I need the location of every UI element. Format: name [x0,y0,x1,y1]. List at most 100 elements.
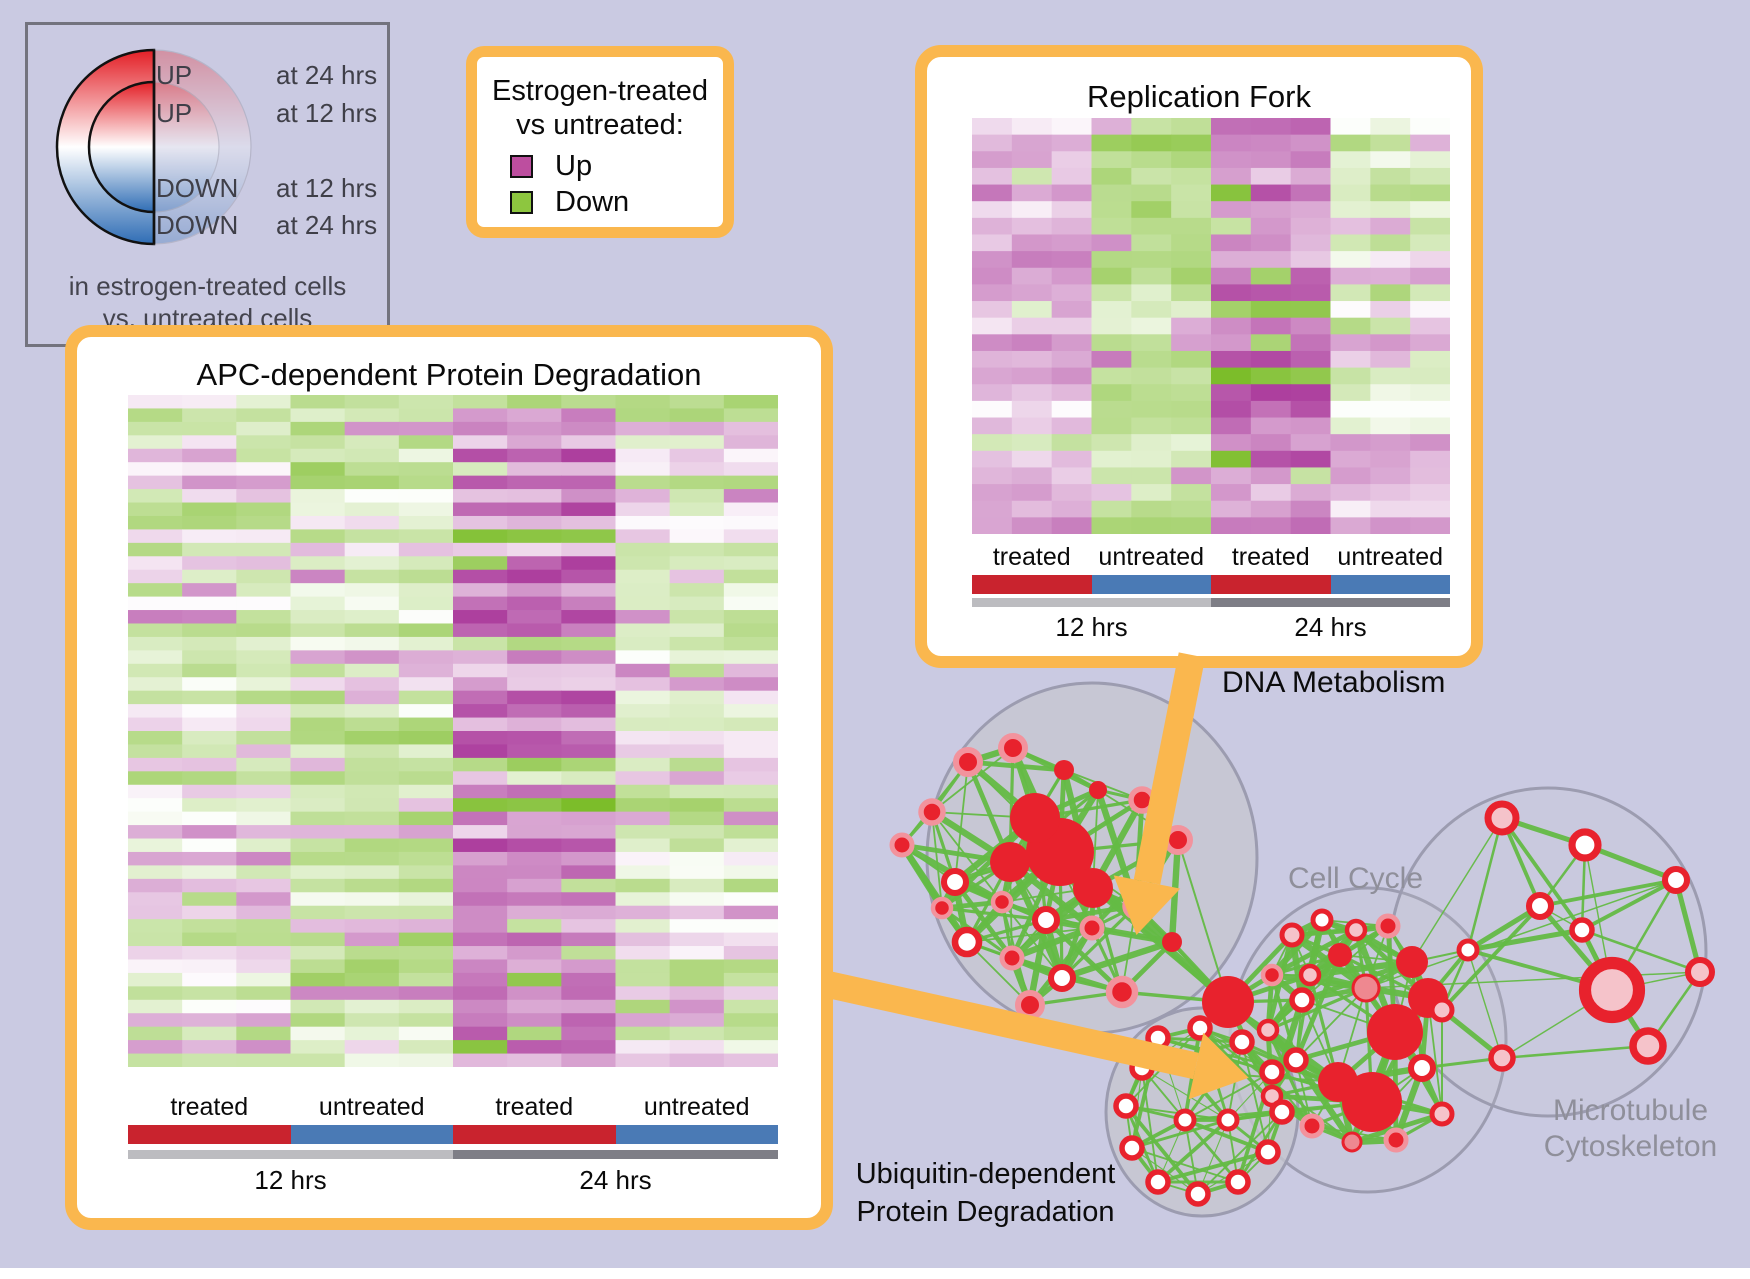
untreated-bar-segment [290,1125,453,1144]
inner-ring-right-half [153,81,220,213]
arrow-replication-to-dna [1133,652,1206,885]
replication-time-labels: 12 hrs 24 hrs [972,612,1450,643]
condition-label-untreated-12: untreated [318,1093,425,1121]
gene-node-ubiq [1225,1169,1251,1195]
gene-node-cc [1279,922,1305,948]
gene-node-micro [1661,865,1691,895]
estrogen-color-legend: Estrogen-treated vs untreated: Up Down [466,46,734,238]
arrowhead-replication-to-dna [1113,875,1181,935]
gene-node-micro [1525,891,1555,921]
gene-node-cc [1260,963,1284,987]
condition-label-untreated-24: untreated [643,1093,750,1121]
gene-node-cc [1383,1127,1409,1153]
gene-node-ubiq [1173,1108,1197,1132]
ubiquitin-label-line1: Ubiquitin-dependent [855,1158,1116,1190]
gene-node-cc [1328,943,1352,967]
up-color-swatch [510,155,533,178]
untreated-bar-segment [1330,575,1450,594]
apc-condition-bar [128,1125,778,1144]
treated-bar-segment [972,575,1092,594]
updown-ring-diagram [55,48,252,246]
gene-node-cc [1367,1004,1423,1060]
apc-condition-labels: treated untreated treated untreated [128,1093,778,1122]
gene-node-cc [1202,976,1254,1028]
gene-node-dna [1073,868,1113,908]
replication-fork-heatmap [972,118,1450,534]
gene-node-dna [1054,760,1074,780]
gene-node-ubiq [1259,1059,1285,1085]
gene-node-micro [1568,828,1602,862]
gene-node-dna [1047,963,1077,993]
legend-item-up: Up [510,150,592,183]
gene-node-ubiq [1185,1181,1211,1207]
gene-node-cc [1344,918,1368,942]
gene-node-cc [1318,1062,1358,1102]
down-label: Down [555,186,630,218]
apc-degradation-panel: APC-dependent Protein Degradation treate… [65,325,833,1230]
gene-node-dna [951,926,983,958]
gene-node-ubiq [1216,1108,1240,1132]
arrow-apc-to-ubiquitin [823,970,1199,1080]
gene-node-ubiq [1119,1135,1145,1161]
ring-time-label: at 12 hrs [276,173,378,203]
treated-bar-segment [128,1125,291,1144]
gene-node-dna [930,896,954,920]
gene-node-cc [1351,973,1381,1003]
time-label-12hrs: 12 hrs [254,1165,327,1195]
replication-fork-title: Replication Fork [1087,79,1311,114]
inner-ring-left-half [87,80,156,214]
gene-node-cc [1429,1101,1455,1127]
ubiquitin-label-line2: Protein Degradation [856,1196,1115,1228]
ring-legend-box: UP at 24 hrs UP at 12 hrs DOWN at 12 hrs… [25,22,390,347]
gene-node-dna [1015,990,1045,1020]
gene-node-micro [1569,917,1595,943]
ring-direction-label: DOWN [156,173,239,203]
ring-footer-line1: in estrogen-treated cells [68,271,347,301]
gene-node-dna [918,798,946,826]
gene-node-micro [1488,1044,1516,1072]
arrowhead-apc-to-ubiquitin [1188,1032,1249,1100]
gene-node-cc [1341,1131,1363,1153]
gene-node-micro [1456,938,1480,962]
time-bar-12hrs [972,598,1211,607]
treated-bar-segment [453,1125,616,1144]
gene-node-micro [1484,800,1520,836]
condition-label-treated-12: treated [992,543,1071,571]
time-bar-12hrs [128,1150,453,1159]
microtubule-label-line1: Microtubule [1552,1094,1709,1127]
condition-label-treated-24: treated [1231,543,1310,571]
gene-node-dna [1089,781,1107,799]
ring-time-label: at 12 hrs [276,98,378,128]
gene-node-cc [1298,963,1322,987]
time-bar-24hrs [1211,598,1450,607]
gene-node-dna [940,867,970,897]
microtubule-label-line2: Cytoskeleton [1543,1130,1718,1163]
ring-time-label: at 24 hrs [276,60,378,90]
condition-label-treated-12: treated [170,1093,249,1121]
gene-node-micro [1578,956,1646,1024]
untreated-bar-segment [615,1125,778,1144]
gene-node-dna [990,890,1014,914]
gene-node-dna [1031,905,1061,935]
gene-node-dna [1105,975,1139,1009]
apc-heatmap [128,395,778,1067]
untreated-bar-segment [1091,575,1211,594]
replication-condition-labels: treated untreated treated untreated [972,543,1450,572]
gene-node-cc [1299,1113,1325,1139]
gene-node-cc [1283,1047,1309,1073]
gene-node-dna [990,842,1030,882]
gene-node-ubiq [1145,1169,1171,1195]
gene-node-cc [1375,913,1401,939]
apc-time-labels: 12 hrs 24 hrs [128,1165,778,1196]
gene-node-cc [1310,908,1334,932]
ring-direction-label: DOWN [156,210,239,240]
legend-title-line2: vs untreated: [516,109,684,141]
gene-node-micro [1429,997,1455,1023]
apc-time-bar [128,1150,778,1159]
gene-node-dna [999,945,1025,971]
treated-bar-segment [1211,575,1331,594]
condition-label-untreated-12: untreated [1098,543,1205,571]
gene-node-ubiq [1113,1093,1139,1119]
up-label: Up [555,150,593,182]
